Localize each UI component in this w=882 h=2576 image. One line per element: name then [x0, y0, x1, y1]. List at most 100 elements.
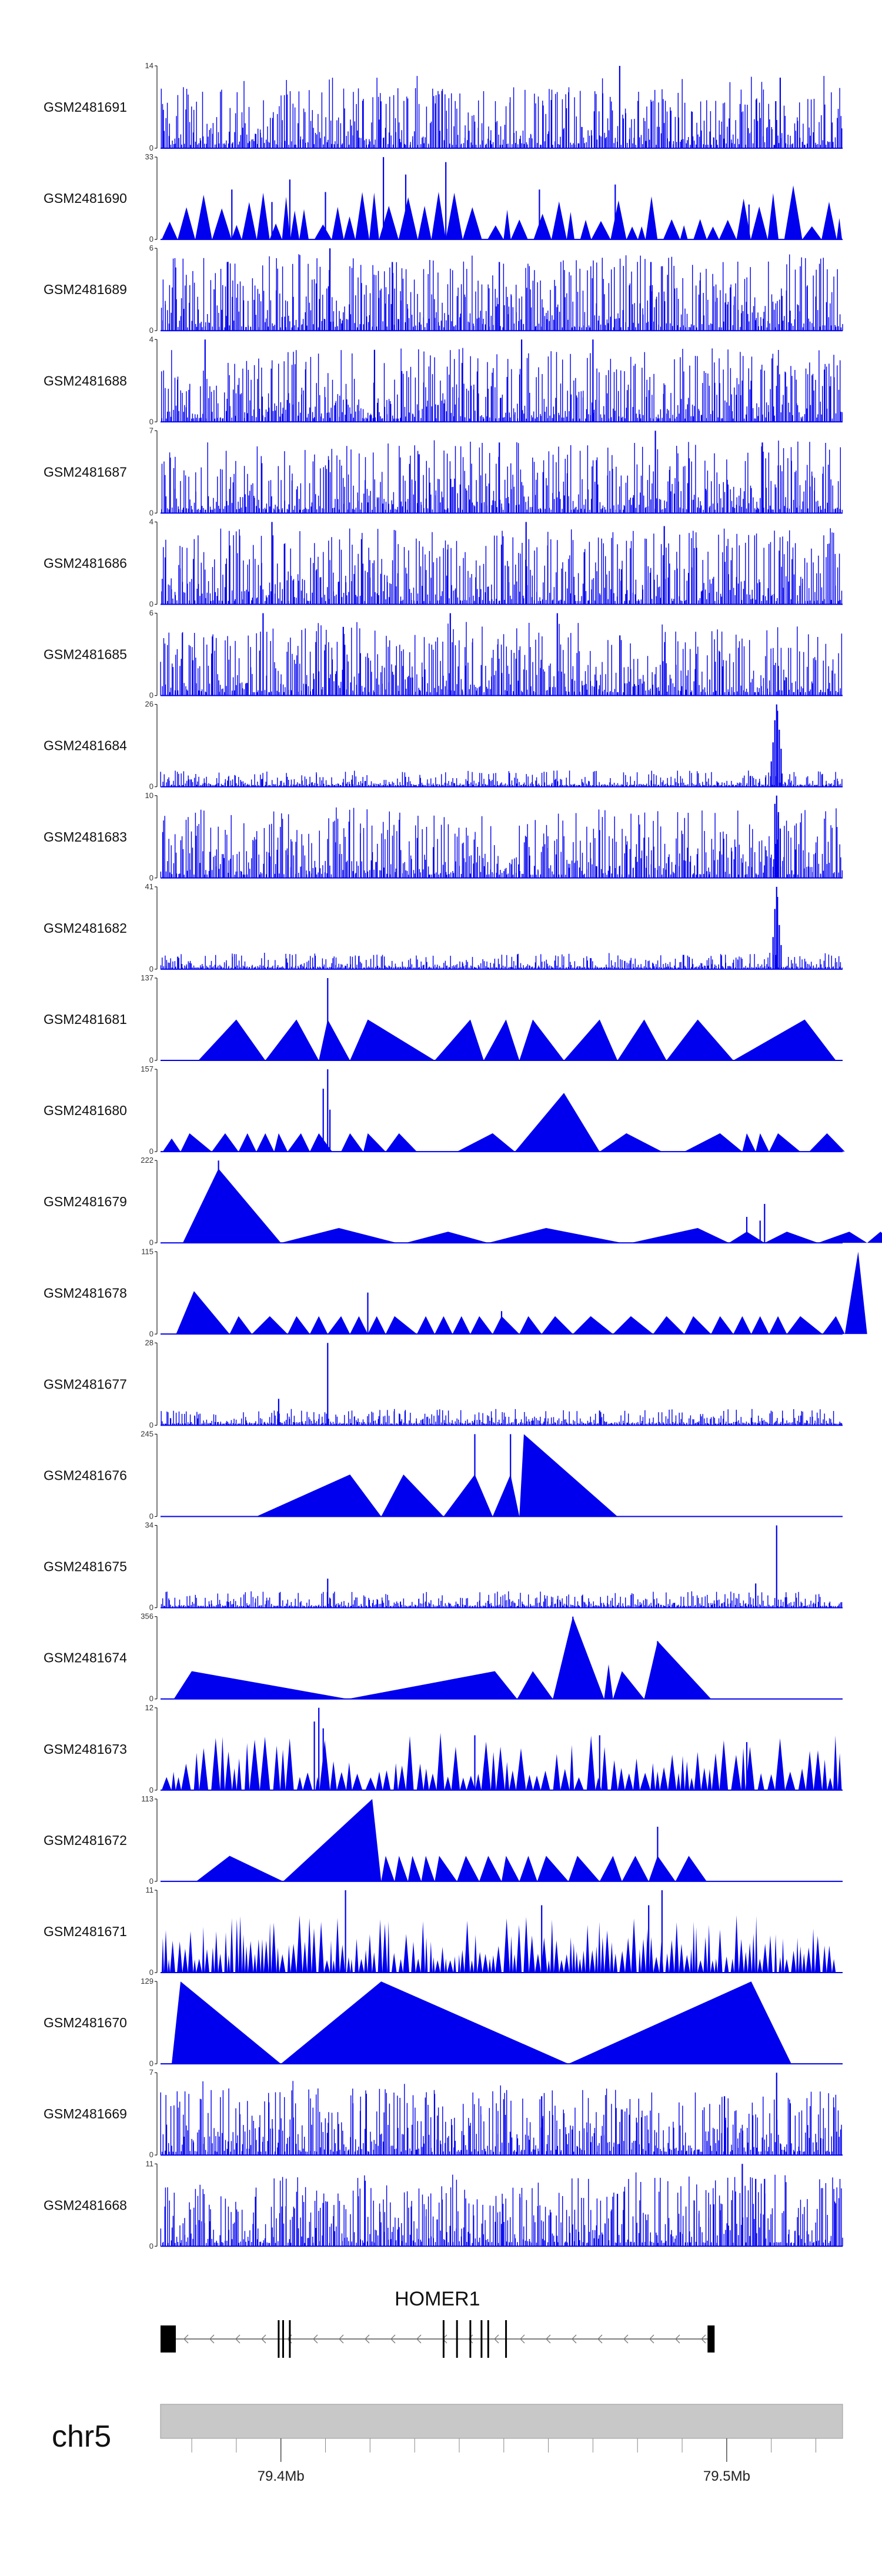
strand-arrow	[390, 2334, 396, 2344]
signal-segment	[393, 1763, 398, 1790]
y-max-label: 41	[145, 882, 153, 891]
signal-segment	[594, 1946, 598, 1973]
signal-segment	[470, 1316, 493, 1334]
signal-segment	[395, 1856, 408, 1881]
signal-segment	[813, 1750, 823, 1790]
signal-segment	[319, 1740, 330, 1790]
signal-segment	[483, 1019, 520, 1060]
signal-segment	[252, 1316, 288, 1334]
signal-segment	[613, 1316, 653, 1334]
signal-segment	[319, 1019, 350, 1060]
signal-segment	[547, 1960, 550, 1973]
signal-segment	[303, 1772, 313, 1790]
signal	[161, 248, 843, 332]
signal-segment	[684, 1316, 711, 1334]
signal-bars	[161, 1409, 843, 1426]
signal-segment	[676, 1773, 681, 1790]
signal-segment	[695, 1927, 698, 1973]
gene-exon	[289, 2320, 291, 2358]
signal-segment	[346, 1957, 350, 1973]
signal-segment	[495, 1946, 502, 1973]
signal-segment	[202, 1926, 205, 1973]
gene-exon	[480, 2320, 483, 2358]
signal-segment	[613, 1671, 644, 1699]
y-max-label: 7	[149, 2068, 153, 2077]
y-zero-label: 0	[149, 1238, 153, 1247]
track-GSM2481690: GSM2481690 33 0	[44, 152, 843, 243]
y-max-label: 356	[141, 1612, 153, 1621]
signal-segment	[514, 1093, 600, 1152]
y-max-label: 245	[141, 1430, 153, 1439]
signal-segment	[488, 1958, 492, 1973]
signal-segment	[193, 1959, 196, 1973]
signal-segment	[697, 1960, 704, 1973]
y-max-label: 157	[141, 1065, 153, 1073]
track-label: GSM2481670	[44, 2015, 127, 2030]
signal-segment	[784, 1958, 790, 1973]
signal-segment	[541, 1937, 547, 1973]
signal-segment	[694, 1751, 701, 1790]
signal-segment	[328, 1316, 350, 1334]
signal-segment	[212, 1133, 239, 1152]
signal-segment	[492, 1316, 520, 1334]
signal-segment	[569, 1937, 573, 1973]
signal-segment	[242, 202, 257, 240]
signal	[161, 522, 843, 605]
signal	[160, 886, 843, 970]
track-label: GSM2481671	[44, 1924, 127, 1939]
signal-segment	[711, 1753, 720, 1790]
signal-segment	[453, 1956, 456, 1973]
signal-segment	[733, 1316, 751, 1334]
signal	[160, 2073, 843, 2156]
signal-segment	[679, 1944, 684, 1973]
signal-segment	[268, 1923, 272, 1973]
track-GSM2481679: GSM2481679 222 0	[44, 1156, 882, 1247]
signal	[160, 613, 843, 696]
signal-segment	[624, 1773, 633, 1790]
signal-segment	[162, 1777, 172, 1790]
signal-segment	[787, 1316, 823, 1334]
signal-segment	[630, 1228, 729, 1243]
signal-segment	[417, 206, 432, 240]
signal-segment	[837, 1753, 842, 1790]
signal	[161, 978, 843, 1061]
signal-segment	[224, 1932, 228, 1973]
track-label: GSM2481680	[44, 1103, 127, 1118]
y-max-label: 14	[145, 61, 153, 70]
y-zero-label: 0	[149, 235, 153, 243]
signal-segment	[352, 1773, 363, 1790]
track-label: GSM2481686	[44, 556, 127, 571]
signal-segment	[350, 1019, 435, 1060]
signal-segment	[407, 1856, 422, 1881]
signal-segment	[806, 1751, 814, 1790]
signal-segment	[314, 224, 332, 240]
signal-segment	[560, 1769, 570, 1790]
signal-segment	[710, 1960, 715, 1973]
signal-segment	[214, 1931, 218, 1973]
y-zero-label: 0	[149, 600, 153, 609]
y-zero-label: 0	[149, 1694, 153, 1703]
strand-arrow	[183, 2334, 189, 2344]
signal-segment	[253, 1954, 257, 1973]
signal-bars	[161, 440, 843, 513]
signal-segment	[341, 1133, 363, 1152]
y-zero-label: 0	[149, 508, 153, 517]
signal-segment	[666, 1019, 734, 1060]
signal-segment	[238, 1133, 256, 1152]
signal-segment	[802, 1953, 806, 1973]
signal-segment	[747, 1943, 752, 1973]
y-max-label: 33	[145, 152, 153, 161]
track-GSM2481680: GSM2481680 157 0	[44, 1065, 845, 1156]
signal-segment	[382, 1923, 387, 1973]
signal-segment	[398, 197, 418, 240]
signal-segment	[756, 1133, 769, 1152]
signal-segment	[719, 219, 737, 240]
signal-segment	[310, 1316, 328, 1334]
signal-segment	[368, 1316, 386, 1334]
y-zero-label: 0	[149, 2059, 153, 2068]
signal-segment	[731, 1754, 741, 1790]
signal-segment	[540, 1770, 550, 1790]
signal-segment	[491, 1955, 496, 1973]
signal-segment	[171, 1771, 176, 1790]
signal-segment	[669, 1940, 674, 1973]
